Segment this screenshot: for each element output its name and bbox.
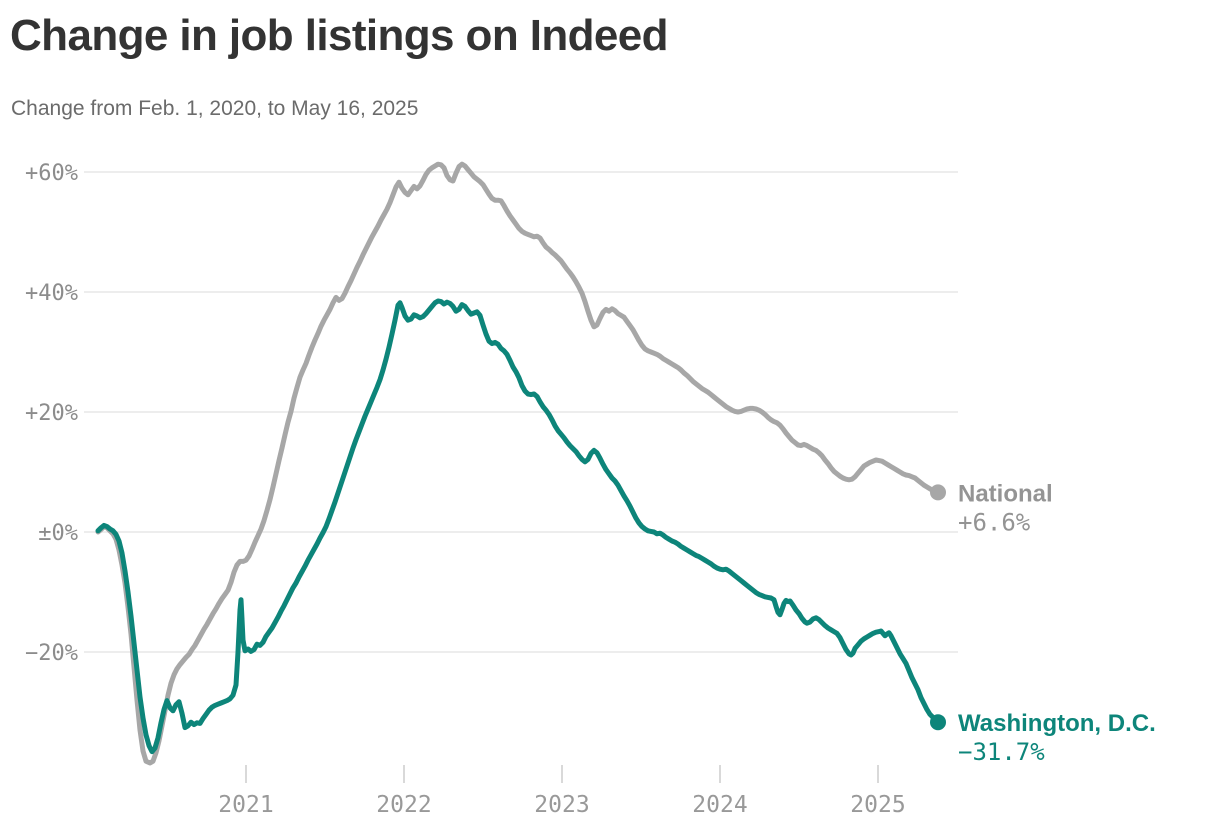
y-axis-label: +20% — [25, 401, 78, 426]
x-axis-label: 2023 — [534, 792, 589, 818]
y-axis-label: ±0% — [38, 521, 78, 546]
chart-title: Change in job listings on Indeed — [10, 11, 669, 60]
y-axis-label: −20% — [25, 641, 78, 666]
national-end-label: National — [958, 480, 1053, 507]
dc-end-value: −31.7% — [958, 738, 1045, 766]
y-axis-label: +60% — [25, 161, 78, 186]
national-line — [95, 161, 939, 766]
dc-end-dot — [930, 714, 946, 731]
x-axis-label: 2024 — [692, 792, 747, 818]
dc-line — [95, 298, 939, 755]
dc-end-label: Washington, D.C. — [958, 710, 1156, 737]
chart-subtitle: Change from Feb. 1, 2020, to May 16, 202… — [11, 97, 419, 120]
national-end-value: +6.6% — [958, 508, 1031, 536]
x-axis-label: 2022 — [376, 792, 431, 818]
x-axis-label: 2025 — [850, 792, 905, 818]
national-end-dot — [930, 484, 946, 501]
y-axis-label: +40% — [25, 281, 78, 306]
x-axis-label: 2021 — [218, 792, 273, 818]
